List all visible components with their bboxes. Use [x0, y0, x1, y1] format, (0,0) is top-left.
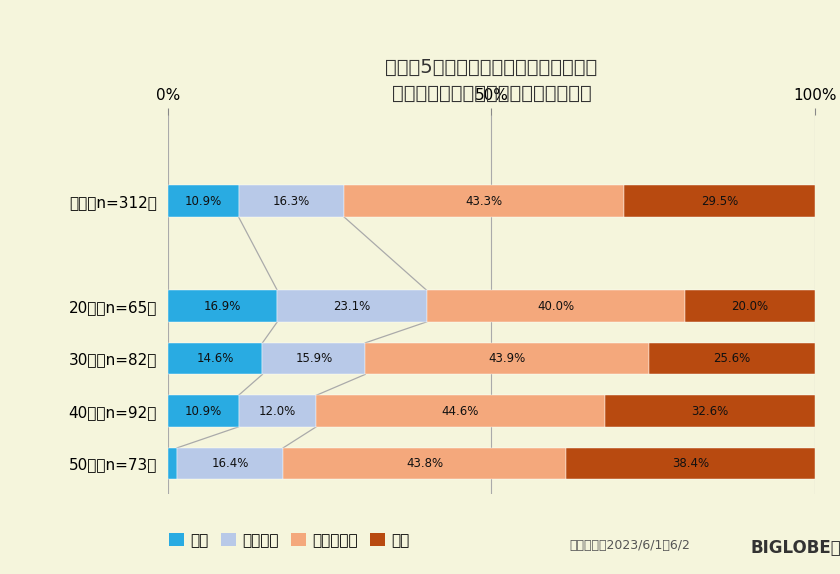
Text: 12.0%: 12.0%: [259, 405, 296, 418]
Text: BIGLOBE調べ: BIGLOBE調べ: [750, 539, 840, 557]
Text: 32.6%: 32.6%: [691, 405, 728, 418]
Bar: [168, 290, 277, 322]
Text: 38.4%: 38.4%: [672, 457, 709, 470]
Bar: [283, 448, 566, 479]
Text: 16.3%: 16.3%: [273, 195, 310, 208]
Bar: [316, 395, 605, 427]
Text: 25.6%: 25.6%: [713, 352, 751, 365]
Text: 16.9%: 16.9%: [204, 300, 241, 313]
Legend: ある, ややある, あまりない, ない: ある, ややある, あまりない, ない: [163, 527, 416, 554]
Bar: [168, 185, 239, 217]
Bar: [649, 343, 815, 374]
Bar: [605, 395, 816, 427]
Text: 44.6%: 44.6%: [442, 405, 479, 418]
Text: 10.9%: 10.9%: [185, 405, 222, 418]
Bar: [365, 343, 649, 374]
Bar: [685, 290, 815, 322]
Bar: [566, 448, 815, 479]
Bar: [427, 290, 685, 322]
Text: 14.6%: 14.6%: [197, 352, 234, 365]
Text: 16.4%: 16.4%: [212, 457, 249, 470]
Text: 大きく使いたいという気持ちがあるか: 大きく使いたいという気持ちがあるか: [391, 84, 591, 103]
Bar: [344, 185, 624, 217]
Text: 調査期間：2023/6/1～6/2: 調査期間：2023/6/1～6/2: [569, 539, 690, 552]
Text: 40.0%: 40.0%: [538, 300, 575, 313]
Text: コロナ5類移行後、初の夏のボーナスを: コロナ5類移行後、初の夏のボーナスを: [386, 58, 597, 77]
Bar: [239, 395, 316, 427]
Bar: [624, 185, 815, 217]
Text: 43.8%: 43.8%: [407, 457, 444, 470]
Text: 15.9%: 15.9%: [295, 352, 333, 365]
Bar: [168, 395, 239, 427]
Text: 43.9%: 43.9%: [489, 352, 526, 365]
Text: 29.5%: 29.5%: [701, 195, 738, 208]
Bar: [239, 185, 344, 217]
Bar: [168, 448, 177, 479]
Bar: [168, 343, 262, 374]
Text: 20.0%: 20.0%: [732, 300, 769, 313]
Text: 23.1%: 23.1%: [333, 300, 370, 313]
Bar: [177, 448, 283, 479]
Bar: [277, 290, 427, 322]
Bar: [262, 343, 365, 374]
Text: 43.3%: 43.3%: [465, 195, 502, 208]
Text: 10.9%: 10.9%: [185, 195, 222, 208]
